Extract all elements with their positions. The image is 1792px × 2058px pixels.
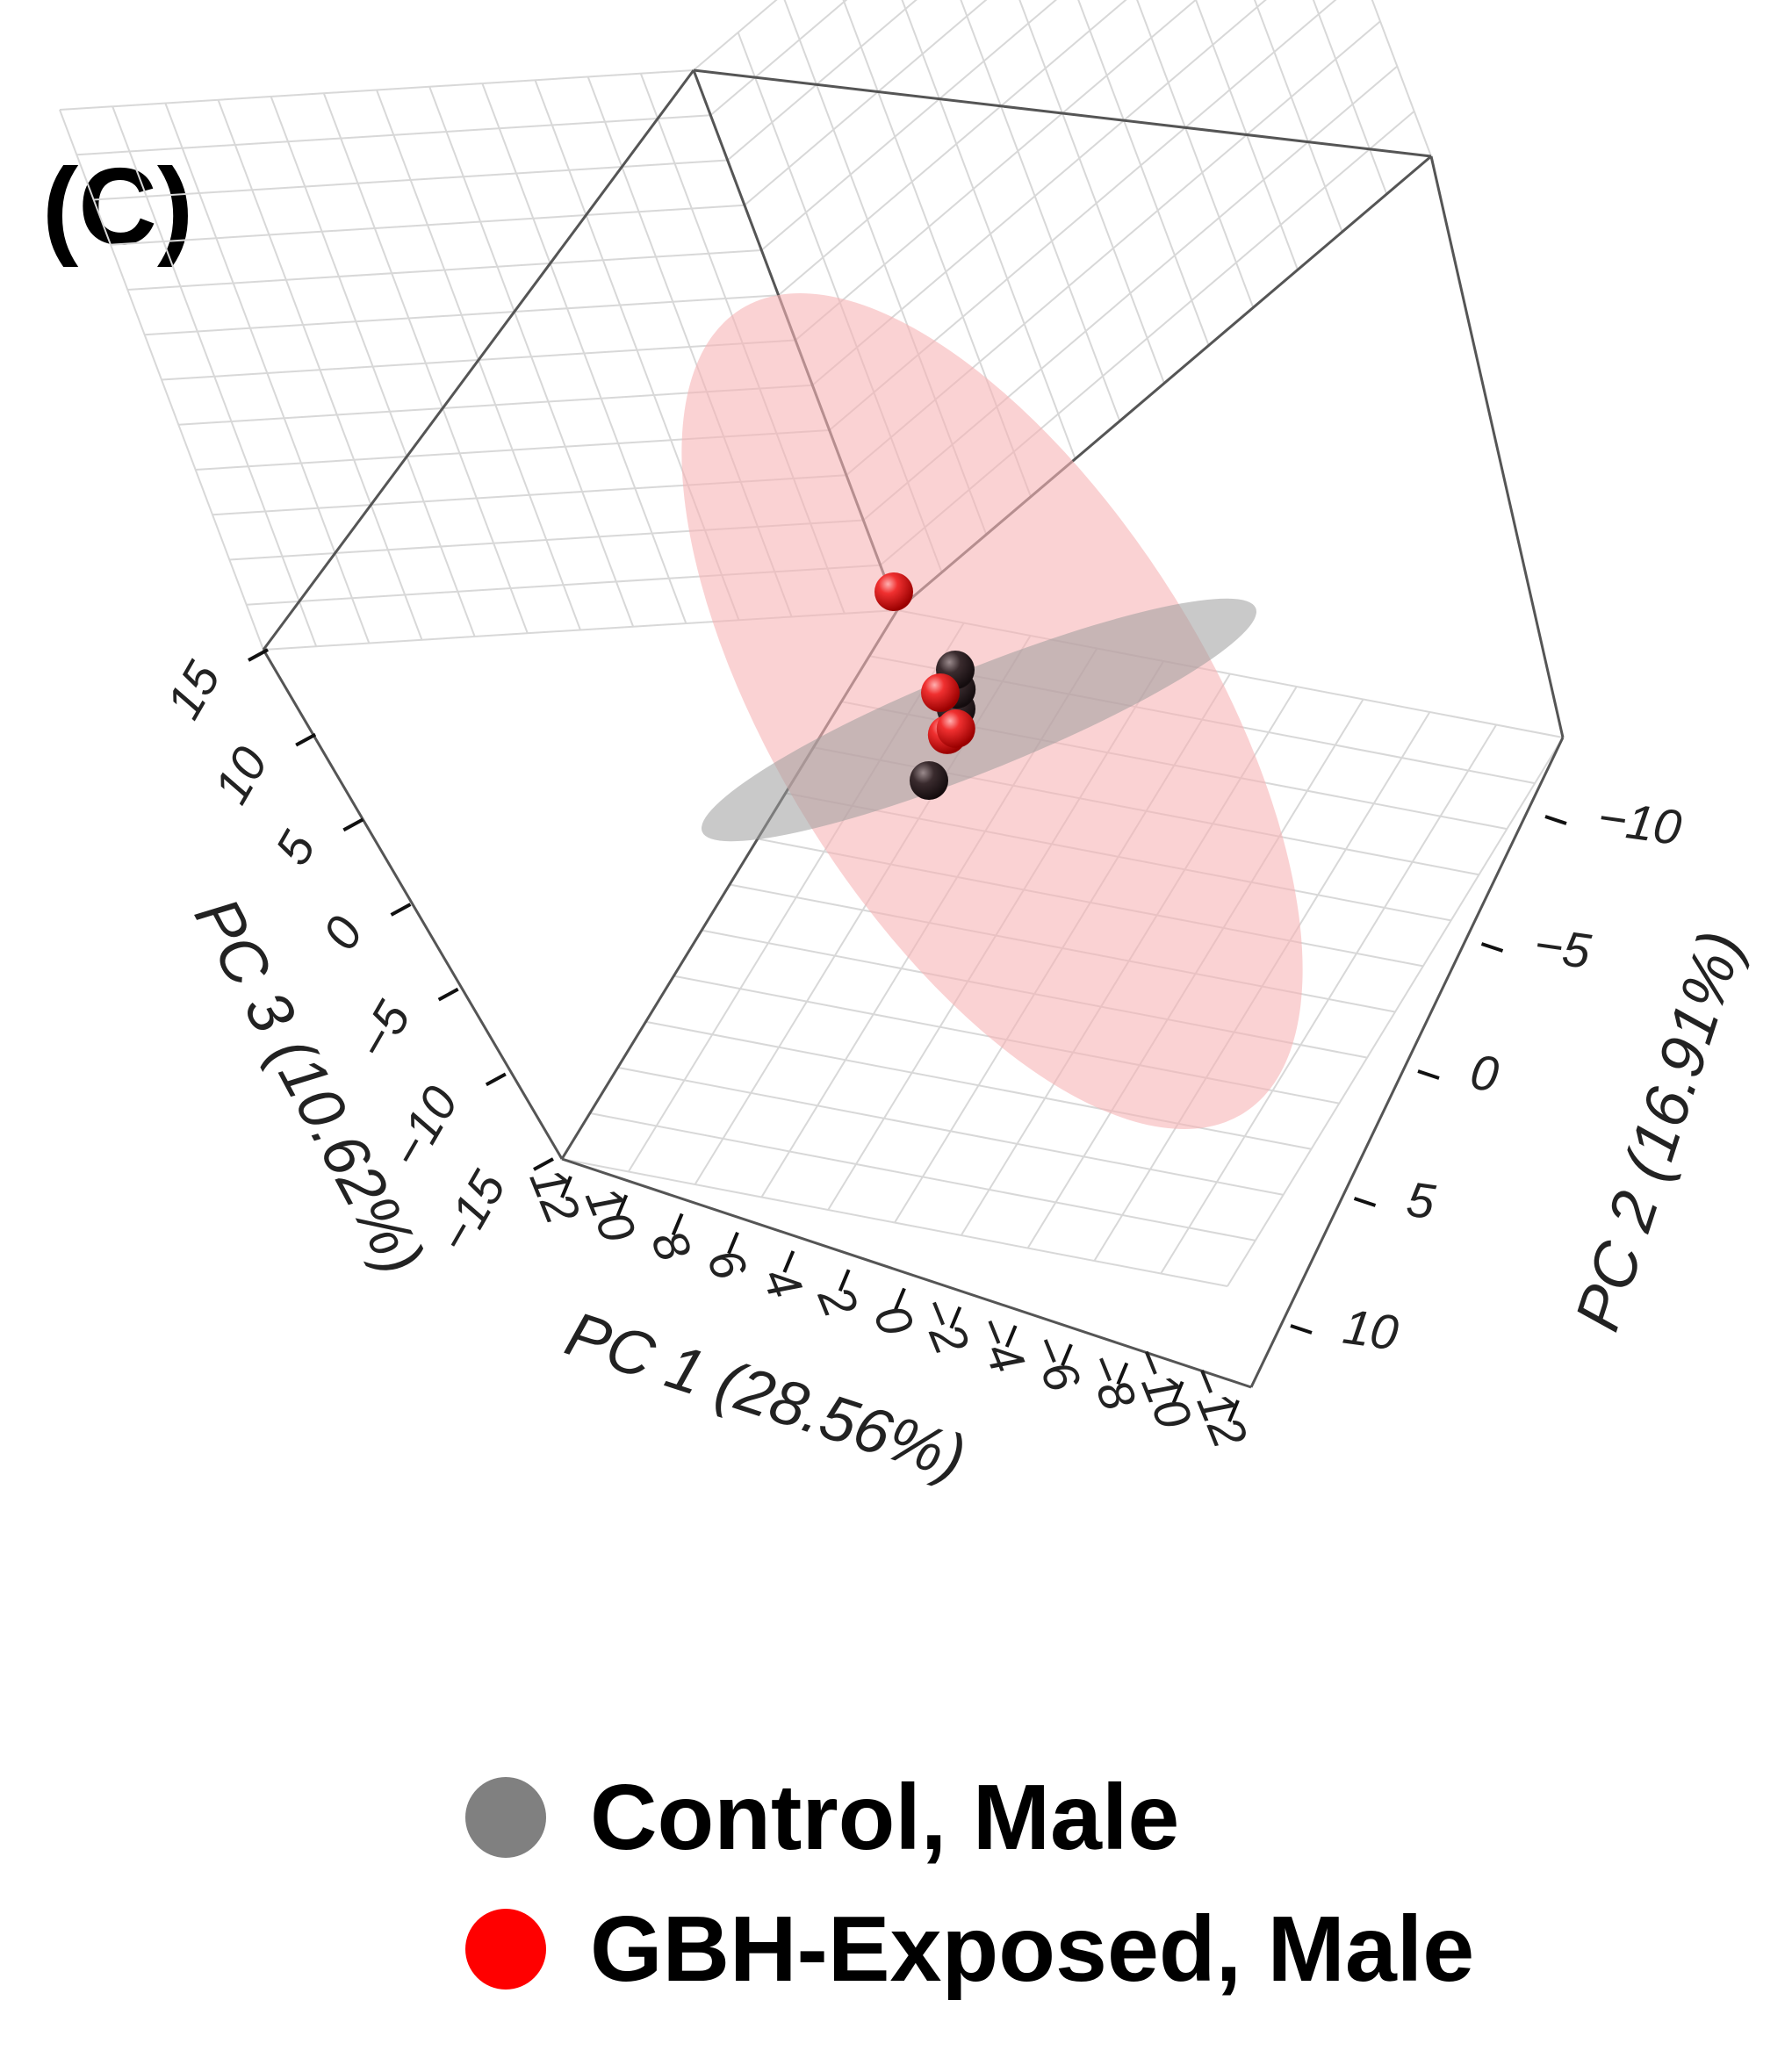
pc3-tick-mark <box>533 1157 554 1171</box>
grid-back-top-line <box>1371 0 1432 157</box>
grid-floor-line <box>1160 723 1498 1275</box>
grid-back-top-line <box>693 0 778 71</box>
pc3-tick-label: −10 <box>378 1077 468 1177</box>
box-edge <box>693 68 1432 158</box>
pc1-tick-mark <box>782 1250 795 1273</box>
grid-back-top-line <box>901 0 1076 460</box>
pc2-axis-title: PC 2 (16.91%) <box>1562 923 1757 1339</box>
pc1-tick-mark <box>560 1176 572 1198</box>
box-edge <box>561 1157 1252 1389</box>
pc1-tick-label: 12 <box>520 1160 592 1231</box>
pc2-tick-label: −5 <box>1530 917 1594 979</box>
pc1-tick-label: 8 <box>641 1222 702 1268</box>
grid-back-left-line <box>322 92 529 634</box>
pc2-tick-mark <box>1480 942 1504 953</box>
grid-back-top-line <box>1195 0 1299 270</box>
pc1-tick-label: 4 <box>752 1260 814 1306</box>
grid-back-left <box>59 69 898 651</box>
pc3-tick-mark <box>295 732 317 747</box>
box-edge <box>1249 737 1565 1388</box>
pc2-tick-mark <box>1353 1197 1377 1207</box>
pc3-tick-label: 5 <box>264 822 327 874</box>
legend-marker-gbh <box>465 1909 546 1990</box>
panel-label: (C) <box>42 147 194 268</box>
pc1-tick-mark <box>1116 1362 1129 1385</box>
pc1-tick-mark <box>615 1194 629 1218</box>
pc2-tick-label: 0 <box>1467 1044 1502 1103</box>
pca-3d-plot: 121086420−2−4−6−8−10−12−10−50510151050−5… <box>59 0 1757 1493</box>
pc1-tick-mark <box>1004 1325 1018 1348</box>
grid-floor-line <box>1227 737 1564 1287</box>
pc3-axis-title: PC 3 (10.62%) <box>181 887 437 1286</box>
box-edge <box>262 69 695 651</box>
pc2-tick-label: 10 <box>1340 1299 1401 1361</box>
pc1-tick-mark <box>727 1231 739 1255</box>
pc3-tick-mark <box>248 648 269 662</box>
pc3-tick-label: 10 <box>203 738 278 812</box>
pc3-tick-label: 15 <box>155 652 231 728</box>
grid-back-left-line <box>481 83 687 624</box>
pc1-tick-mark <box>1061 1343 1073 1367</box>
point-gbh <box>936 709 975 748</box>
pc2-tick-mark <box>1290 1324 1313 1335</box>
pc1-tick-mark <box>894 1287 906 1311</box>
pc3-tick-label: −15 <box>427 1162 516 1263</box>
pc3-tick-label: 0 <box>312 907 373 958</box>
grid-back-top-line <box>744 0 988 206</box>
pc1-tick-mark <box>838 1269 851 1292</box>
grid-back-top-line <box>727 0 918 162</box>
legend-label-control: Control, Male <box>590 1765 1180 1869</box>
point-gbh <box>874 572 913 611</box>
pc1-tick-label: 6 <box>696 1241 758 1287</box>
grid-back-left-line <box>217 99 423 641</box>
point-gbh <box>921 673 960 712</box>
grid-back-left-line <box>59 109 264 651</box>
point-control <box>910 761 948 800</box>
confidence-ellipses <box>681 293 1303 1129</box>
data-points <box>874 572 976 800</box>
grid-back-left-line <box>428 86 635 628</box>
box-edge <box>1429 155 1565 738</box>
grid-back-left-line <box>112 105 318 647</box>
pc2-tick-label: −10 <box>1594 789 1685 856</box>
pc1-tick-label: 10 <box>575 1178 647 1249</box>
grid-back-top-line <box>1077 0 1210 346</box>
pc3-tick-label: −5 <box>345 991 421 1069</box>
grid-back-top-line <box>1312 0 1388 195</box>
pc1-tick-mark <box>1227 1400 1240 1422</box>
grid-back-top-line <box>760 0 1058 251</box>
pc3-tick-mark <box>485 1072 507 1087</box>
pc1-tick-mark <box>671 1212 684 1236</box>
pc1-tick-label: 2 <box>807 1277 868 1324</box>
pc2-tick-label: 5 <box>1403 1171 1438 1230</box>
pc1-tick-mark <box>949 1306 962 1329</box>
pc3-tick-mark <box>342 817 364 832</box>
pc3-tick-mark <box>437 987 459 1002</box>
grid-back-top-line <box>1136 0 1255 308</box>
legend-label-gbh: GBH-Exposed, Male <box>590 1896 1475 2001</box>
pc1-axis-title: PC 1 (28.56%) <box>558 1299 974 1493</box>
legend-item-control: Control, Male <box>465 1752 1474 1883</box>
pc1-tick-mark <box>1171 1380 1184 1404</box>
pc1-tick-label: −12 <box>1176 1356 1258 1455</box>
legend: Control, Male GBH-Exposed, Male <box>465 1752 1474 2015</box>
legend-item-gbh: GBH-Exposed, Male <box>465 1883 1474 2015</box>
pc2-tick-mark <box>1417 1069 1440 1080</box>
ellipse-control <box>702 598 1256 842</box>
pc2-tick-mark <box>1544 815 1567 825</box>
grid-back-left-line <box>270 96 476 637</box>
grid-back-top-line <box>795 0 1198 342</box>
legend-marker-control <box>465 1777 546 1858</box>
grid-back-top-line <box>1018 0 1165 384</box>
grid-back-top-line <box>960 0 1121 421</box>
pc3-tick-mark <box>390 903 412 917</box>
